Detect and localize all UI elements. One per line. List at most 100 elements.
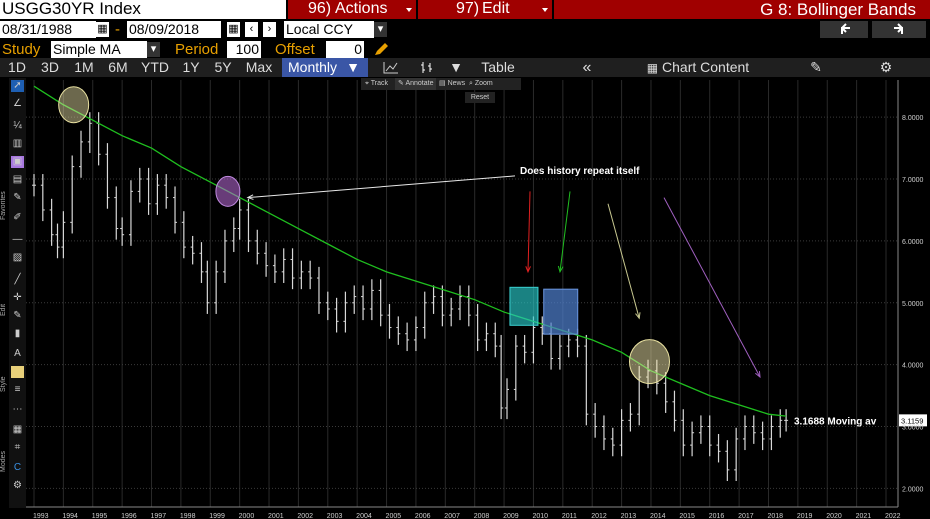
x-tick-label: 1996	[121, 513, 137, 519]
channel-icon[interactable]: ▨	[12, 252, 23, 263]
redo-icon	[894, 23, 903, 34]
prev-period-icon[interactable]: ‹	[245, 22, 258, 37]
arrow-to-1999-head	[246, 194, 254, 200]
text-icon[interactable]: A	[14, 348, 21, 359]
undo-button[interactable]	[820, 21, 868, 38]
date-separator: -	[115, 21, 120, 38]
x-tick-label: 2011	[562, 513, 577, 519]
x-tick-label: 2008	[474, 513, 490, 519]
offset-input[interactable]: 0	[326, 41, 364, 58]
collapse-icon[interactable]: «	[582, 59, 592, 76]
range-1m-button[interactable]: 1M	[74, 59, 94, 75]
end-date-input[interactable]: 08/09/2018	[127, 21, 221, 38]
period-input[interactable]: 100	[227, 41, 261, 58]
study-label: Study	[2, 41, 41, 58]
actions-label: Actions	[335, 0, 388, 17]
arrow-red-head	[525, 266, 531, 274]
page-title: G 8: Bollinger Bands	[760, 0, 916, 19]
edit-chart-icon[interactable]: ✎	[810, 59, 822, 75]
actions-menu[interactable]: 96) Actions	[288, 0, 416, 19]
zoom-button[interactable]: ⌕ Zoom	[469, 80, 493, 87]
date-range-bar: 08/31/1988 ▦ - 08/09/2018 ▦ ‹ › Local CC…	[0, 20, 930, 39]
news-button[interactable]: ▤ News	[439, 80, 466, 87]
x-tick-label: 2022	[885, 513, 901, 519]
x-tick-label: 2004	[356, 513, 372, 519]
moving-average-line	[33, 85, 787, 417]
pen-icon[interactable]: ✎	[13, 192, 22, 203]
x-tick-label: 2000	[239, 513, 255, 519]
snap-icon[interactable]: ⌗	[14, 442, 21, 453]
bar-chart-icon[interactable]	[414, 58, 440, 77]
end-calendar-icon[interactable]: ▦	[227, 22, 240, 37]
range-6m-button[interactable]: 6M	[108, 59, 128, 75]
chart-toolbar: 1D 3D 1M 6M YTD 1Y 5Y Max Monthly ▼ ▼ Ta…	[0, 58, 930, 77]
interval-select[interactable]: Monthly ▼	[282, 58, 368, 77]
x-tick-label: 2005	[386, 513, 402, 519]
sidebar-style-label: Style	[0, 376, 7, 392]
range-ytd-button[interactable]: YTD	[141, 59, 169, 75]
start-calendar-icon[interactable]: ▦	[96, 22, 109, 37]
x-tick-label: 2017	[738, 513, 754, 519]
reset-label: Reset	[470, 94, 490, 101]
mode-c-icon[interactable]: C	[13, 462, 22, 473]
y-tick-label: 5.0000	[902, 301, 924, 308]
last-value-box	[899, 414, 927, 427]
arrow-purple	[663, 197, 761, 378]
currency-select[interactable]: Local CCY	[284, 21, 374, 38]
x-tick-label: 2013	[621, 513, 637, 519]
ticker-label: USGG30YR Index	[2, 0, 141, 18]
ticker-field[interactable]: USGG30YR Index	[0, 0, 286, 19]
price-chart[interactable]: Does history repeat itself 3.1688 Moving …	[0, 78, 930, 519]
highlight-circle-1999	[215, 175, 241, 207]
ruler-icon[interactable]: ▤	[12, 174, 23, 185]
mini-toolbar: ⌖ Track ✎ Annotate ▤ News ⌕ Zoom	[361, 78, 521, 90]
chart-content-label: Chart Content	[662, 59, 750, 75]
y-tick-label: 3.0000	[902, 425, 924, 432]
pencil-icon[interactable]	[372, 42, 390, 57]
next-period-icon[interactable]: ›	[263, 22, 276, 37]
x-tick-label: 2012	[591, 513, 607, 519]
line-style-icon[interactable]: ⋯	[12, 404, 23, 415]
interval-dropdown-icon: ▼	[346, 59, 360, 75]
bar-icon[interactable]: ▥	[12, 138, 23, 149]
start-date-input[interactable]: 08/31/1988	[0, 21, 96, 38]
chart-content-button[interactable]: ▦ Chart Content	[638, 58, 758, 77]
range-1y-button[interactable]: 1Y	[182, 59, 200, 75]
trend-icon[interactable]: ╱	[14, 274, 21, 285]
annotate-button[interactable]: ✎ Annotate	[395, 78, 437, 90]
edit-menu[interactable]: 97) Edit	[418, 0, 552, 19]
study-type-select[interactable]: Simple MA	[51, 41, 147, 58]
redo-button[interactable]	[872, 21, 926, 38]
study-dropdown-icon[interactable]: ▾	[147, 42, 160, 57]
pointer-icon[interactable]: ➚	[11, 80, 24, 92]
fib-icon[interactable]: ¼	[13, 120, 22, 131]
x-tick-label: 2016	[709, 513, 725, 519]
x-tick-label: 2003	[327, 513, 343, 519]
brush-icon[interactable]: ✐	[13, 212, 22, 223]
currency-dropdown-icon[interactable]: ▾	[374, 22, 387, 37]
favorite-tool-icon[interactable]: ▣	[11, 156, 24, 168]
color-swatch-icon[interactable]	[11, 366, 24, 378]
edit-dropdown-icon	[542, 8, 548, 12]
cross-icon[interactable]: ✛	[13, 292, 22, 303]
trash-icon[interactable]: ▮	[14, 328, 21, 339]
line-width-icon[interactable]: ≡	[14, 384, 21, 395]
arrow-red	[527, 191, 531, 272]
range-1d-button[interactable]: 1D	[8, 59, 26, 75]
range-5y-button[interactable]: 5Y	[214, 59, 232, 75]
range-max-button[interactable]: Max	[245, 59, 273, 75]
chart-type-dropdown-icon[interactable]: ▼	[449, 59, 463, 75]
grid-mode-icon[interactable]: ▦	[12, 424, 23, 435]
hline-icon[interactable]: —	[12, 234, 23, 245]
line-draw-icon[interactable]: ∠	[13, 98, 22, 109]
track-button[interactable]: ⌖ Track	[365, 80, 389, 87]
x-tick-label: 2010	[532, 513, 548, 519]
y-tick-label: 4.0000	[902, 363, 924, 370]
table-button[interactable]: Table	[481, 59, 515, 75]
mode-gear-icon[interactable]: ⚙	[13, 480, 22, 491]
range-3d-button[interactable]: 3D	[41, 59, 59, 75]
line-chart-icon[interactable]	[378, 58, 404, 77]
reset-button[interactable]: Reset	[465, 92, 495, 103]
eraser-icon[interactable]: ✎	[13, 310, 22, 321]
settings-gear-icon[interactable]: ⚙	[879, 59, 893, 75]
